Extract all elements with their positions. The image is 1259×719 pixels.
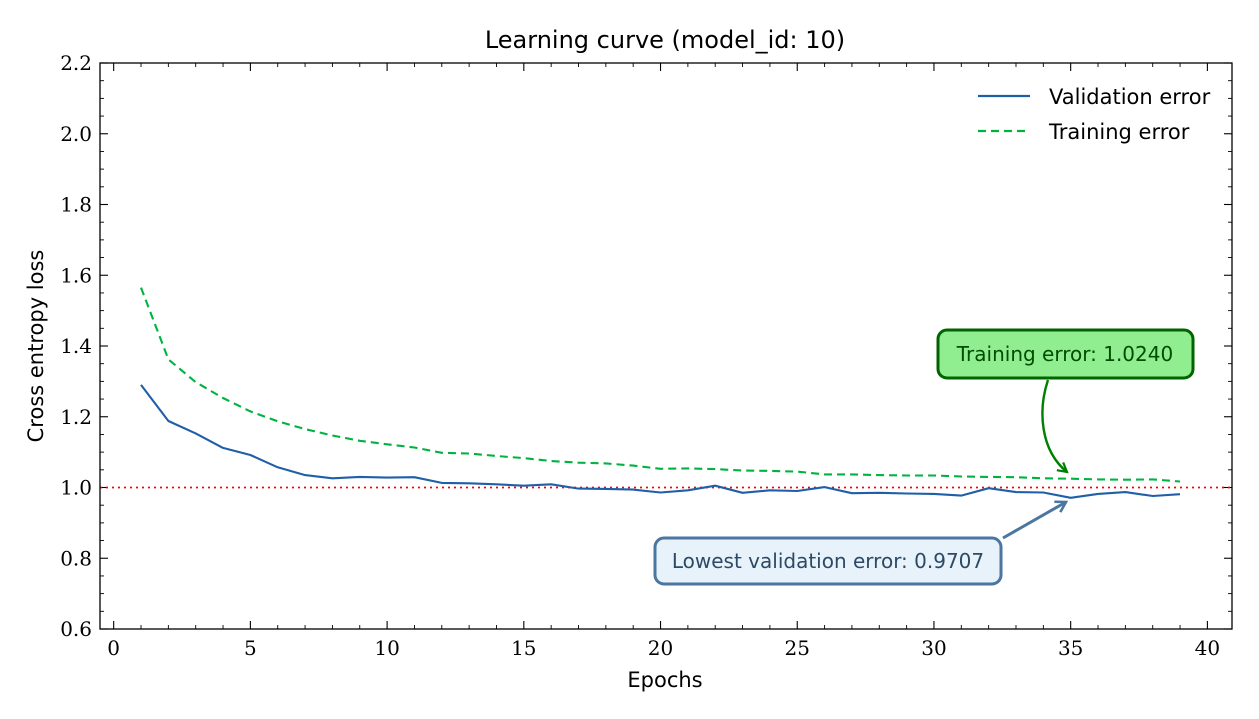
x-tick-label: 15 [511, 636, 536, 660]
legend-label-validation: Validation error [1049, 85, 1211, 109]
series-line-training [140, 287, 1181, 483]
y-tick-label: 1.2 [60, 405, 92, 429]
annotation-training-arrow [1041, 379, 1067, 472]
x-tick-label: 35 [1058, 636, 1083, 660]
x-tick-label: 40 [1195, 636, 1220, 660]
y-tick-label: 2.2 [60, 51, 92, 75]
legend-label-training: Training error [1048, 120, 1190, 144]
x-tick-label: 5 [244, 636, 257, 660]
series-group [140, 287, 1181, 499]
x-axis-label: Epochs [627, 668, 702, 692]
chart-title: Learning curve (model_id: 10) [485, 26, 845, 54]
x-tick-label: 30 [921, 636, 946, 660]
legend: Validation error Training error [978, 85, 1211, 144]
x-tick-label: 0 [107, 636, 120, 660]
annotation-training: Training error: 1.0240 [936, 328, 1195, 472]
annotation-validation-box [653, 536, 1003, 586]
x-tick-label: 10 [374, 636, 399, 660]
y-tick-label: 2.0 [60, 122, 92, 146]
y-tick-label: 1.4 [60, 334, 92, 358]
y-tick-label: 0.6 [60, 617, 92, 641]
annotation-validation-arrow [1002, 502, 1066, 540]
annotation-validation: Lowest validation error: 0.9707 [653, 502, 1066, 586]
y-tick-label: 0.8 [60, 546, 92, 570]
x-tick-label: 25 [785, 636, 810, 660]
axis-ticks: 0 5 10 15 20 25 30 35 40 0.6 0.8 1.0 1.2 1.4 1.6 1.8 2.0… [60, 51, 1232, 660]
annotation-training-text: Training error: 1.0240 [956, 342, 1173, 366]
y-tick-label: 1.0 [60, 476, 92, 500]
x-tick-label: 20 [648, 636, 673, 660]
y-tick-label: 1.8 [60, 193, 92, 217]
series-line-validation [140, 384, 1181, 499]
annotation-training-box [936, 328, 1195, 380]
y-axis-label: Cross entropy loss [24, 250, 48, 443]
annotation-validation-text: Lowest validation error: 0.9707 [672, 549, 984, 573]
plot-frame [99, 62, 1233, 630]
y-tick-label: 1.6 [60, 263, 92, 287]
